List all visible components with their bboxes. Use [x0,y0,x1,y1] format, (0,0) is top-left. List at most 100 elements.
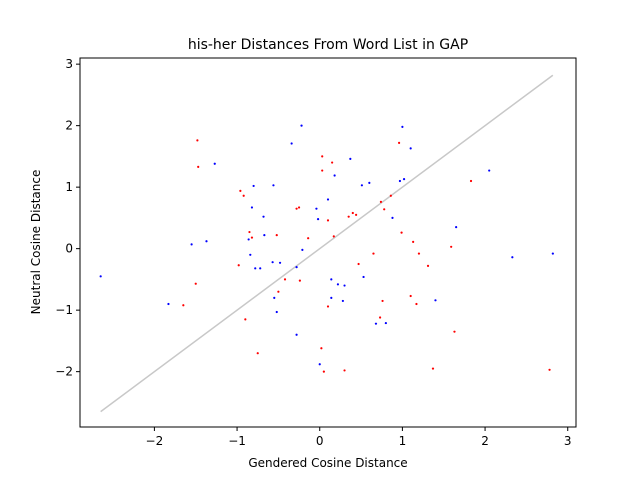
data-point [99,275,102,278]
data-point [351,211,354,215]
data-point [397,141,401,144]
data-point [275,234,278,237]
data-point [409,294,412,298]
y-tick-label: 2 [65,119,73,133]
chart-title: his-her Distances From Word List in GAP [188,37,468,53]
data-point [391,216,394,219]
data-point [322,370,325,373]
data-point [326,198,330,201]
data-point [330,296,333,299]
data-point [362,275,365,279]
data-point [196,139,199,142]
y-tick-label: −1 [55,303,73,317]
data-point [357,262,360,266]
data-point [336,283,340,286]
data-point [315,207,318,210]
data-point [331,161,334,164]
data-point [389,194,392,197]
data-point [431,367,435,370]
plot-area [99,74,554,413]
data-point [321,155,324,158]
data-point [271,261,274,264]
reference-line [100,74,554,413]
data-point [237,264,240,267]
data-point [273,296,276,299]
data-point [250,236,254,239]
data-point [262,215,265,218]
data-point [244,318,247,321]
data-point [434,299,437,302]
data-point [332,235,335,238]
data-point [374,322,378,325]
x-tick-label: 1 [399,434,407,448]
data-point [205,240,208,243]
data-point [263,234,266,237]
data-point [469,179,473,183]
plot-frame [79,57,577,428]
data-point [341,299,344,303]
data-point [194,282,197,285]
data-point [318,363,321,366]
data-point [272,184,275,187]
data-point [417,252,421,255]
data-point [307,237,310,240]
data-point [295,333,298,336]
x-tick-label: −1 [228,434,246,448]
data-point [355,213,358,216]
data-point [551,252,554,255]
data-point [400,231,403,234]
data-point [548,368,551,371]
data-point [321,169,324,172]
data-point [239,189,242,192]
data-point [450,245,453,248]
data-point [248,230,251,234]
data-point [277,290,280,293]
data-point [401,125,404,128]
data-point [326,305,330,308]
y-axis-ticks: −2 −1 0 1 2 3 [55,57,80,379]
y-tick-label: −2 [55,365,73,379]
data-point [252,184,255,188]
data-point [343,369,346,372]
data-point [298,279,301,282]
data-point [349,157,352,160]
data-point [409,147,412,150]
x-tick-label: 2 [481,434,489,448]
data-point [254,267,257,270]
data-point [300,124,303,127]
data-point [278,261,282,264]
data-point [301,248,304,251]
y-tick-label: 3 [65,57,73,71]
data-point [415,302,418,306]
data-point [412,240,415,243]
data-point [295,207,298,210]
data-point [213,162,216,165]
x-tick-label: −2 [146,434,164,448]
data-point [511,256,514,259]
data-point [426,264,430,267]
data-point [453,330,456,333]
data-point [333,174,336,177]
data-point [283,278,287,281]
data-point [488,169,491,172]
data-point [379,200,383,204]
x-tick-label: 3 [564,434,572,448]
data-point [343,284,346,287]
y-tick-label: 0 [65,242,73,256]
data-point [372,252,375,255]
y-tick-label: 1 [65,180,73,194]
data-point [398,179,402,183]
data-point [190,243,193,246]
data-point [326,219,330,222]
data-point [259,267,262,270]
data-point [384,321,387,325]
data-point [378,316,382,319]
data-point [250,206,254,209]
y-axis-label: Neutral Cosine Distance [29,170,43,315]
data-point [347,215,350,218]
data-point [360,184,363,187]
data-point [368,181,371,184]
data-point [182,304,185,307]
data-point [242,194,245,197]
